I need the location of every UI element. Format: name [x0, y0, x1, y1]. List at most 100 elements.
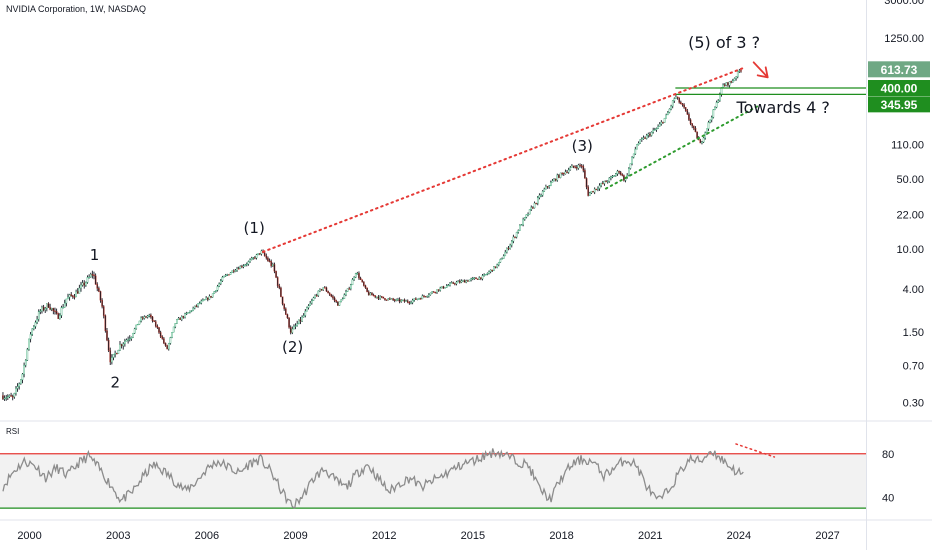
candle-body	[187, 312, 190, 314]
candle	[96, 282, 99, 292]
level-badge-400-bg	[868, 80, 930, 97]
candle	[242, 264, 245, 269]
candle	[39, 309, 42, 315]
candle	[680, 100, 682, 105]
candle	[172, 326, 175, 333]
candle-body	[603, 180, 606, 184]
candle-body	[20, 379, 22, 384]
candle-body	[172, 326, 175, 333]
candle	[470, 277, 472, 282]
candle-body	[632, 153, 635, 158]
candle-body	[392, 298, 394, 301]
candle-body	[579, 164, 581, 167]
candle-body	[340, 299, 342, 303]
candle	[725, 82, 728, 87]
candle-body	[76, 291, 79, 294]
candle-body	[540, 195, 542, 197]
candle-body	[592, 190, 594, 193]
candle	[615, 172, 617, 177]
candle-body	[699, 139, 702, 144]
candle-body	[140, 317, 142, 322]
candle	[577, 163, 580, 170]
candle-body	[8, 395, 11, 397]
time-tick-label: 2021	[638, 530, 662, 542]
candle	[507, 245, 510, 251]
candle	[298, 319, 300, 325]
candle	[681, 103, 684, 107]
candle-body	[21, 373, 24, 381]
candle	[259, 253, 261, 256]
candle-body	[507, 247, 510, 250]
candle	[390, 298, 393, 300]
candle-body	[125, 339, 128, 342]
candle-body	[29, 334, 32, 340]
candle	[164, 342, 167, 347]
candle	[119, 341, 121, 351]
candle	[224, 273, 227, 277]
candle-body	[670, 105, 672, 110]
candle	[554, 178, 557, 182]
candle	[55, 308, 58, 315]
candle	[663, 117, 666, 123]
candle-body	[475, 277, 477, 280]
candle-body	[239, 265, 242, 270]
candle	[722, 83, 724, 88]
candle	[75, 289, 77, 298]
candle	[445, 284, 448, 288]
candle	[307, 304, 310, 310]
candle-body	[68, 294, 71, 298]
candle-body	[237, 268, 240, 270]
candle	[83, 280, 86, 289]
candle-body	[681, 103, 684, 105]
candle	[11, 394, 14, 401]
candle	[62, 304, 64, 309]
candle-body	[441, 286, 443, 289]
candle	[551, 178, 554, 183]
candle-body	[473, 277, 476, 279]
candle	[684, 107, 687, 112]
candle-body	[156, 325, 159, 328]
candle-body	[311, 300, 313, 304]
candle	[655, 127, 658, 132]
candle	[18, 382, 21, 390]
candle-body	[47, 303, 50, 308]
candle	[15, 385, 17, 396]
time-tick-label: 2012	[372, 530, 396, 542]
candle	[138, 320, 141, 325]
candle	[247, 260, 250, 266]
candle-body	[7, 396, 9, 398]
candle	[184, 312, 186, 319]
candle-body	[559, 172, 562, 178]
candle-body	[400, 300, 403, 302]
candle-body	[128, 338, 131, 340]
candle	[530, 205, 533, 211]
candle	[501, 257, 503, 260]
candle-body	[75, 291, 77, 298]
candle-body	[660, 121, 663, 125]
candle	[34, 320, 37, 329]
candle-body	[338, 301, 341, 306]
candle-body	[346, 288, 349, 292]
candle	[325, 286, 328, 292]
candle-body	[548, 185, 550, 187]
candle	[68, 293, 71, 301]
candle	[280, 286, 282, 298]
candle-body	[254, 257, 256, 259]
candle	[299, 316, 302, 325]
candle	[106, 327, 108, 342]
candle	[94, 273, 97, 285]
candle-body	[567, 169, 570, 173]
candle-body	[130, 337, 133, 339]
candle	[338, 301, 341, 307]
candle-body	[574, 166, 576, 168]
candle	[548, 184, 550, 189]
candle	[223, 275, 225, 278]
candle-body	[471, 277, 474, 280]
candle-body	[504, 251, 507, 257]
candle-body	[434, 291, 437, 294]
candle	[691, 123, 694, 129]
candle-body	[18, 383, 21, 387]
candle-body	[686, 110, 689, 115]
candle	[270, 259, 272, 268]
